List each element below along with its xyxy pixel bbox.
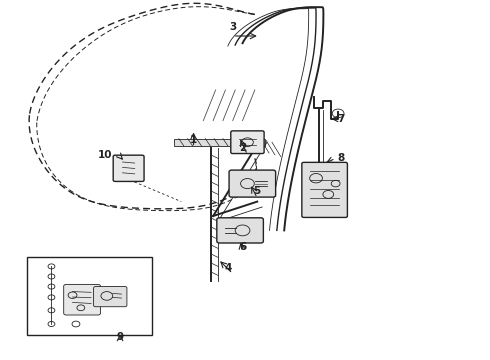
Text: 10: 10: [98, 150, 113, 160]
FancyBboxPatch shape: [231, 131, 264, 153]
Text: 4: 4: [224, 263, 232, 273]
Text: 9: 9: [117, 332, 123, 342]
Bar: [27, 257, 152, 335]
FancyBboxPatch shape: [217, 218, 264, 243]
Text: 7: 7: [337, 114, 344, 124]
Text: 2: 2: [239, 143, 246, 153]
Text: 3: 3: [229, 22, 236, 32]
Text: 8: 8: [337, 153, 344, 163]
Text: 6: 6: [239, 242, 246, 252]
FancyBboxPatch shape: [113, 155, 144, 181]
Text: 1: 1: [190, 135, 197, 145]
FancyBboxPatch shape: [302, 162, 347, 217]
Text: 5: 5: [254, 186, 261, 196]
FancyBboxPatch shape: [229, 170, 275, 197]
FancyBboxPatch shape: [64, 284, 100, 315]
FancyBboxPatch shape: [94, 287, 127, 307]
Bar: [174, 139, 265, 146]
